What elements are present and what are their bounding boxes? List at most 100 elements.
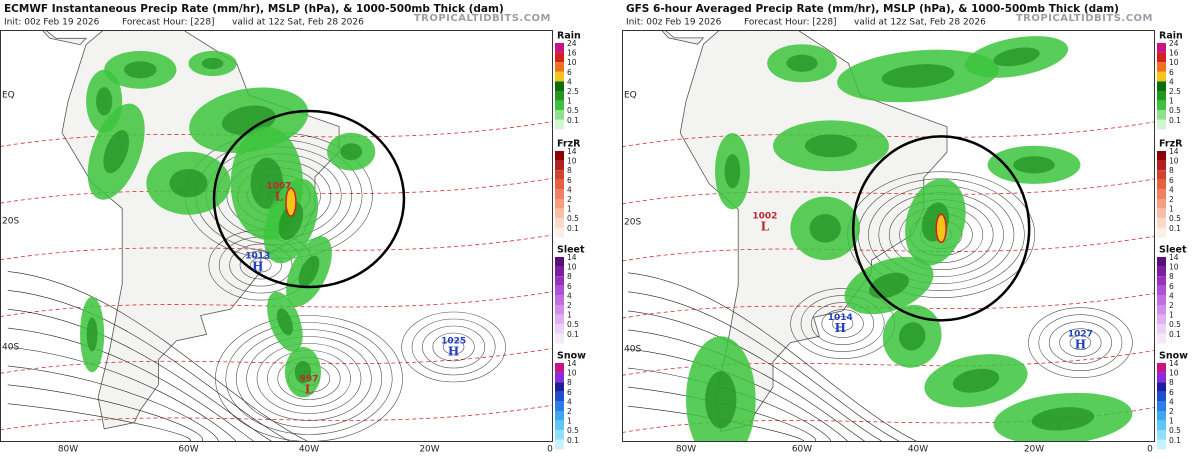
legend-swatch bbox=[1157, 285, 1166, 296]
legend-tick: 14 bbox=[567, 253, 577, 262]
legend-swatch bbox=[555, 71, 564, 82]
legend-tick: 2.5 bbox=[1169, 87, 1181, 96]
legend-tick: 0.5 bbox=[567, 426, 579, 435]
lon-label: 20W bbox=[1024, 445, 1044, 455]
heavy-precip bbox=[285, 187, 297, 217]
legend-tick: 10 bbox=[567, 157, 577, 166]
legend-tick: 4 bbox=[1169, 185, 1174, 194]
precip-core bbox=[86, 317, 98, 352]
isobar bbox=[7, 271, 310, 442]
legend-swatch bbox=[1157, 324, 1166, 334]
legend-swatch bbox=[555, 151, 564, 161]
lat-label: EQ bbox=[2, 91, 15, 101]
legend-tick: 0.5 bbox=[1169, 320, 1181, 329]
legend-tick: 6 bbox=[1169, 176, 1174, 185]
pressure-value: 1002 bbox=[752, 212, 777, 222]
precip-core bbox=[298, 255, 320, 288]
legend-swatch bbox=[555, 401, 564, 411]
isobar bbox=[422, 325, 486, 369]
precip-core bbox=[1013, 156, 1055, 174]
legend-tick: 8 bbox=[1169, 272, 1174, 281]
legend-tick: 0.5 bbox=[1169, 214, 1181, 223]
pressure-center: H bbox=[448, 345, 459, 359]
isobar bbox=[7, 290, 292, 442]
legend-tick: 2 bbox=[1169, 195, 1174, 204]
heavy-precip bbox=[935, 213, 947, 244]
legend-tick: 6 bbox=[567, 282, 572, 291]
legend-swatch bbox=[555, 305, 564, 315]
legend-swatch bbox=[555, 110, 564, 120]
legend-swatch bbox=[555, 372, 564, 383]
legend-tick: 0.1 bbox=[1169, 116, 1181, 125]
legend-tick: 10 bbox=[567, 369, 577, 378]
isobar bbox=[401, 311, 506, 383]
legend-swatch bbox=[1157, 372, 1166, 383]
precip-core bbox=[786, 54, 818, 72]
legend-swatch bbox=[1157, 119, 1166, 130]
lat-label: 40S bbox=[624, 345, 641, 355]
thickness-line bbox=[622, 178, 1155, 205]
pressure-value: 1027 bbox=[1068, 330, 1093, 340]
isobar bbox=[411, 318, 496, 376]
legend-title: Sleet bbox=[557, 245, 585, 256]
legend-tick: 6 bbox=[1169, 282, 1174, 291]
precip-core bbox=[881, 64, 955, 88]
legend-tick: 8 bbox=[567, 166, 572, 175]
legend-tick: 6 bbox=[1169, 68, 1174, 77]
legend-tick: 10 bbox=[1169, 157, 1179, 166]
legend-swatch bbox=[1157, 71, 1166, 82]
precip-core bbox=[169, 169, 208, 198]
legend-swatch bbox=[555, 62, 564, 72]
isobar bbox=[7, 327, 255, 442]
isobar bbox=[235, 329, 383, 428]
pressure-center: L bbox=[761, 220, 770, 234]
legend-tick: 0.1 bbox=[1169, 330, 1181, 339]
legend-swatch bbox=[555, 285, 564, 296]
lon-label: 20W bbox=[419, 445, 439, 455]
legend-tick: 6 bbox=[567, 388, 572, 397]
init-time: Init: 00z Feb 19 2026 bbox=[626, 18, 722, 28]
map-frame bbox=[0, 30, 553, 442]
isobar bbox=[7, 346, 237, 442]
legend-tick: 2 bbox=[567, 195, 572, 204]
legend-swatch bbox=[555, 257, 564, 267]
isobar bbox=[821, 309, 864, 338]
legend-tick: 0.1 bbox=[1169, 436, 1181, 445]
legend-swatch bbox=[555, 119, 564, 130]
legend-swatch bbox=[555, 420, 564, 431]
isobar bbox=[7, 403, 191, 442]
pressure-center: H bbox=[1075, 338, 1086, 352]
pressure-value: 1014 bbox=[828, 313, 853, 323]
legend-swatch bbox=[555, 439, 564, 450]
pressure-value: 1007 bbox=[266, 182, 291, 192]
precip-core bbox=[278, 201, 304, 241]
legend-tick: 2 bbox=[1169, 407, 1174, 416]
precip-core bbox=[809, 214, 841, 243]
isobar bbox=[256, 343, 362, 414]
precip-core bbox=[340, 143, 363, 161]
legend-swatch bbox=[1157, 411, 1166, 421]
legend-swatch bbox=[555, 314, 564, 325]
isobar bbox=[7, 365, 219, 442]
legend-tick: 1 bbox=[567, 417, 572, 426]
legend-tick: 0.1 bbox=[567, 436, 579, 445]
isobar bbox=[229, 243, 293, 287]
legend-tick: 10 bbox=[567, 58, 577, 67]
legend-swatch bbox=[555, 179, 564, 190]
legend-swatch bbox=[1157, 189, 1166, 199]
legend-tick: 4 bbox=[1169, 291, 1174, 300]
isobar bbox=[246, 336, 372, 421]
legend-title: Snow bbox=[557, 351, 586, 362]
isobar bbox=[627, 310, 884, 442]
legend-swatch bbox=[1157, 208, 1166, 219]
legend-swatch bbox=[555, 170, 564, 180]
precip-core bbox=[724, 154, 741, 189]
legend-title: Rain bbox=[557, 31, 581, 42]
legend-swatch bbox=[1157, 199, 1166, 209]
legend-tick: 2 bbox=[567, 301, 572, 310]
isobar bbox=[627, 329, 866, 442]
thickness-line bbox=[0, 291, 553, 317]
legend-tick: 24 bbox=[1169, 39, 1179, 48]
legend-tick: 10 bbox=[1169, 58, 1179, 67]
isobar bbox=[1028, 307, 1133, 378]
